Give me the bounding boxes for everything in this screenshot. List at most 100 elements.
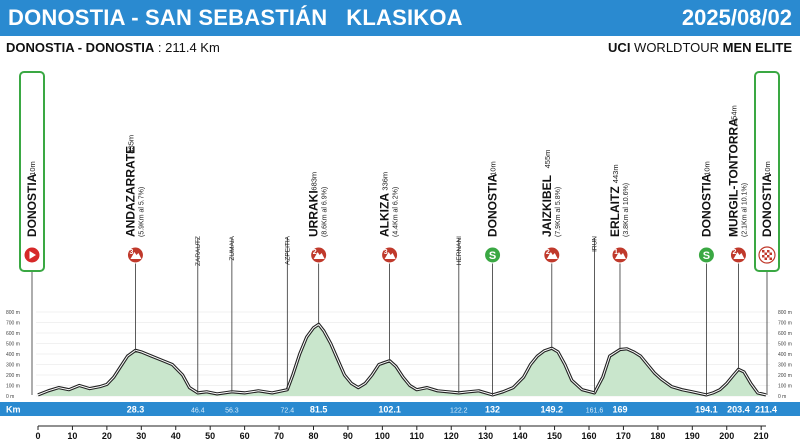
waypoint-altitude: 683m bbox=[310, 172, 319, 191]
km-marker-label: 56.3 bbox=[225, 408, 239, 415]
x-tick-label: 140 bbox=[513, 431, 528, 441]
x-tick-label: 30 bbox=[136, 431, 146, 441]
km-marker-label: 46.4 bbox=[191, 408, 205, 415]
finish-box bbox=[754, 71, 780, 272]
x-tick-label: 150 bbox=[547, 431, 562, 441]
waypoint-name: MURGIL-TONTORRA bbox=[726, 118, 740, 237]
x-tick-label: 40 bbox=[171, 431, 181, 441]
climb-detail: (8.6Km al 6.9%) bbox=[322, 187, 329, 237]
checker-square bbox=[767, 250, 770, 253]
km-marker-label: 28.3 bbox=[127, 405, 145, 415]
x-tick-label: 110 bbox=[410, 431, 425, 441]
mountain-icon bbox=[130, 252, 142, 259]
x-tick-label: 10 bbox=[67, 431, 77, 441]
sprint-icon bbox=[484, 246, 502, 264]
x-tick-label: 50 bbox=[205, 431, 215, 441]
start-box bbox=[19, 71, 45, 272]
mountain-icon bbox=[546, 252, 558, 259]
race-date: 2025/08/02 bbox=[681, 5, 792, 30]
route-info: DONOSTIA - DONOSTIA : 211.4 Km bbox=[6, 40, 220, 55]
y-tick-label-right: 0 m bbox=[778, 394, 786, 400]
x-tick-label: 100 bbox=[375, 431, 390, 441]
km-marker-label: 169 bbox=[612, 405, 627, 415]
climb-detail: (5.9Km al 5.7%) bbox=[138, 187, 145, 237]
x-tick-label: 60 bbox=[240, 431, 250, 441]
km-marker-label: 81.5 bbox=[310, 405, 328, 415]
town-label: IRUN bbox=[592, 236, 599, 252]
category-tour: WORLDTOUR bbox=[630, 40, 723, 55]
x-tick-label: 160 bbox=[581, 431, 596, 441]
waypoint-name: ERLAITZ bbox=[608, 186, 622, 237]
climb-detail: (7.9Km al 5.8%) bbox=[555, 187, 562, 237]
y-tick-label-right: 800 m bbox=[778, 310, 792, 316]
waypoint-name: URRAKI bbox=[307, 190, 321, 237]
waypoint-altitude: 435m bbox=[126, 135, 135, 154]
climb-detail: (2.1Km al 10.1%) bbox=[741, 183, 748, 237]
y-tick-label-right: 500 m bbox=[778, 342, 792, 348]
climb-category-number: 2 bbox=[733, 249, 737, 256]
climb-detail: (3.8Km al 10.6%) bbox=[623, 183, 630, 237]
mountain-icon bbox=[733, 252, 745, 259]
waypoint-name: DONOSTIA bbox=[25, 173, 39, 237]
x-tick-label: 70 bbox=[274, 431, 284, 441]
x-tick-label: 200 bbox=[719, 431, 734, 441]
waypoint-name: JAIZKIBEL bbox=[540, 175, 554, 237]
y-tick-label-right: 300 m bbox=[778, 363, 792, 369]
climb-category-number: 3 bbox=[130, 249, 134, 256]
town-label: HERNANI bbox=[456, 236, 463, 265]
waypoint-altitude: 336m bbox=[381, 172, 390, 191]
y-tick-label-right: 700 m bbox=[778, 321, 792, 327]
header-bar: DONOSTIA - SAN SEBASTIÁN KLASIKOA 2025/0… bbox=[0, 0, 800, 36]
waypoint-name: DONOSTIA bbox=[699, 173, 713, 237]
mountain-icon bbox=[313, 252, 325, 259]
town-label: AZPEITIA bbox=[284, 235, 291, 265]
x-tick-label: 190 bbox=[685, 431, 700, 441]
category-uci: UCI bbox=[608, 40, 631, 55]
km-marker-label: 149.2 bbox=[541, 405, 564, 415]
km-marker-label: 211.4 bbox=[755, 405, 777, 415]
profile-outline-inner bbox=[37, 323, 767, 396]
x-tick-label: 180 bbox=[650, 431, 665, 441]
x-tick-label: 90 bbox=[343, 431, 353, 441]
x-tick-label: 210 bbox=[754, 431, 769, 441]
km-marker-label: 194.1 bbox=[695, 405, 718, 415]
x-tick-label: 120 bbox=[444, 431, 459, 441]
race-title: DONOSTIA - SAN SEBASTIÁN KLASIKOA bbox=[8, 5, 463, 30]
mountain-icon bbox=[614, 252, 626, 259]
x-tick-label: 170 bbox=[616, 431, 631, 441]
km-marker-label: 203.4 bbox=[727, 405, 750, 415]
stage-profile-chart: 0 m 0 m 100 m 100 m 200 m 200 m 300 m 300 m 400 … bbox=[0, 71, 800, 441]
checker-square bbox=[769, 252, 772, 255]
mountain-icon bbox=[384, 252, 396, 259]
waypoint-altitude: 455m bbox=[543, 150, 552, 169]
checker-square bbox=[762, 250, 765, 253]
sprint-icon bbox=[697, 246, 715, 264]
town-label: ZARAUTZ bbox=[195, 236, 202, 266]
y-tick-label-left: 800 m bbox=[6, 310, 20, 316]
km-bar-label: Km bbox=[6, 405, 21, 415]
checker-square bbox=[764, 252, 767, 255]
km-marker-label: 122.2 bbox=[450, 408, 468, 415]
checker-square bbox=[769, 257, 772, 260]
y-tick-label-left: 400 m bbox=[6, 352, 20, 358]
sprint-icon-label: S bbox=[489, 250, 496, 262]
y-tick-label-right: 100 m bbox=[778, 384, 792, 390]
y-tick-label-left: 0 m bbox=[6, 394, 14, 400]
x-tick-label: 20 bbox=[102, 431, 112, 441]
climb-category-number: 2 bbox=[313, 249, 317, 256]
x-tick-label: 80 bbox=[308, 431, 318, 441]
town-label: ZUMAIA bbox=[229, 235, 236, 260]
y-tick-label-left: 500 m bbox=[6, 342, 20, 348]
km-marker-label: 132 bbox=[485, 405, 500, 415]
y-tick-label-left: 300 m bbox=[6, 363, 20, 369]
climb-category-number: 2 bbox=[546, 249, 550, 256]
waypoint-altitude: 10m bbox=[489, 161, 498, 176]
climb-category-number: 1 bbox=[614, 249, 618, 256]
profile-chart-container: 0 m 0 m 100 m 100 m 200 m 200 m 300 m 300 m 400 … bbox=[0, 60, 800, 448]
profile-area bbox=[38, 324, 766, 396]
category-class: MEN ELITE bbox=[722, 40, 792, 55]
km-bar bbox=[0, 402, 800, 416]
route-name: DONOSTIA - DONOSTIA bbox=[6, 40, 155, 55]
waypoint-name: ANDAZARRATE bbox=[123, 146, 137, 237]
y-tick-label-left: 200 m bbox=[6, 373, 20, 379]
